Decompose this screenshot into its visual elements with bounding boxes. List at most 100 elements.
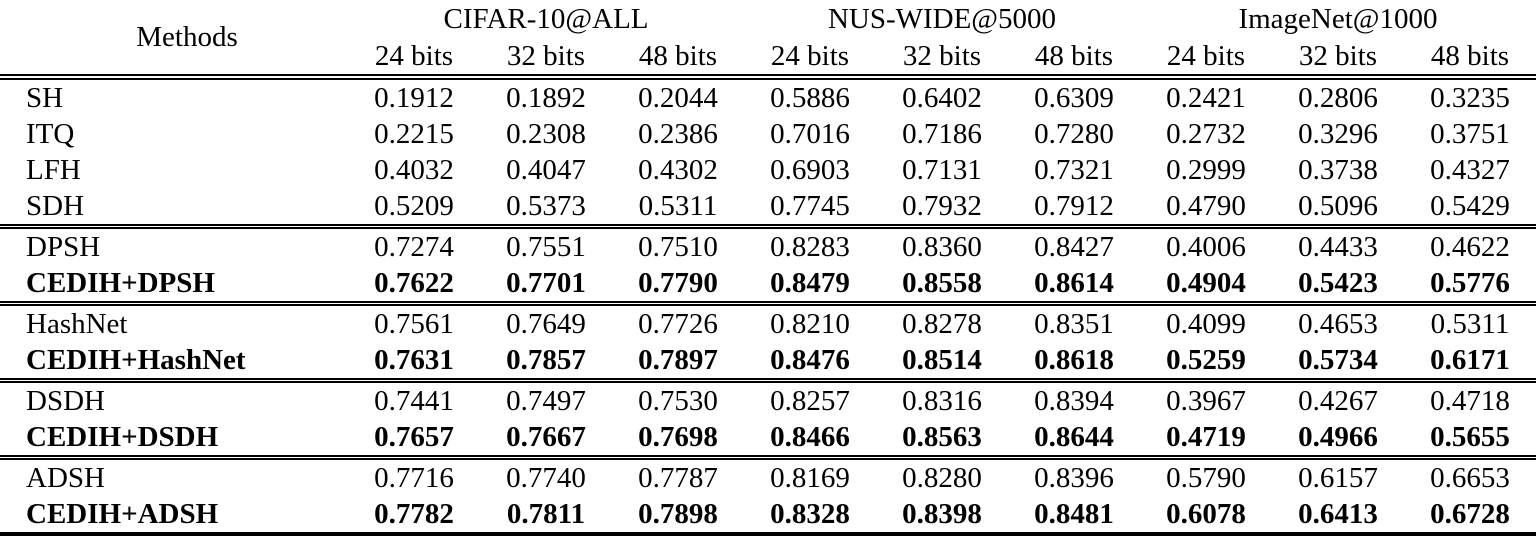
- value-cell: 0.7622: [348, 265, 480, 306]
- method-name: SH: [26, 82, 64, 114]
- method-name: LFH: [26, 154, 81, 186]
- value-cell: 0.7657: [348, 419, 480, 460]
- value-cell: 0.4966: [1272, 419, 1404, 460]
- value-cell: 0.4904: [1140, 265, 1272, 306]
- value-cell: 0.8396: [1034, 462, 1114, 494]
- value-cell: 0.7631: [348, 342, 480, 383]
- value-cell: 0.2044: [638, 82, 718, 114]
- dataset-header-cifar10: CIFAR-10@ALL: [443, 2, 649, 35]
- value-cell: 0.8398: [902, 498, 982, 530]
- value-cell: 0.5429: [1404, 188, 1536, 229]
- bits-header: 48 bits: [1404, 38, 1536, 80]
- bits-header: 32 bits: [480, 38, 612, 80]
- dataset-header-imagenet: ImageNet@1000: [1238, 2, 1438, 35]
- value-cell: 0.2421: [1166, 82, 1246, 114]
- value-cell: 0.5311: [1430, 308, 1510, 340]
- value-cell: 0.8481: [1034, 498, 1114, 530]
- value-cell: 0.1912: [374, 82, 454, 114]
- table-header: Methods CIFAR-10@ALL NUS-WIDE@5000 Image…: [0, 0, 1536, 80]
- value-cell: 0.8644: [1008, 419, 1140, 460]
- value-cell: 0.2806: [1298, 82, 1378, 114]
- value-cell: 0.7897: [612, 342, 744, 383]
- value-cell: 0.4006: [1166, 231, 1246, 263]
- value-cell: 0.8618: [1008, 342, 1140, 383]
- table-row: CEDIH+DPSH 0.7622 0.7701 0.7790 0.8479 0.8558…: [0, 265, 1536, 306]
- table-row: CEDIH+HashNet 0.7631 0.7857 0.7897 0.8476 0.8…: [0, 342, 1536, 383]
- value-cell: 0.6728: [1430, 498, 1510, 530]
- bits-header-row: 24 bits 32 bits 48 bits 24 bits 32 bits …: [0, 38, 1536, 80]
- method-name: DSDH: [26, 385, 105, 417]
- value-cell: 0.5259: [1140, 342, 1272, 383]
- value-cell: 0.7716: [374, 462, 454, 494]
- bits-header: 32 bits: [876, 38, 1008, 80]
- method-name: DPSH: [26, 231, 101, 263]
- value-cell: 0.4032: [374, 154, 454, 186]
- value-cell: 0.3296: [1298, 118, 1378, 150]
- bits-header: 48 bits: [1008, 38, 1140, 80]
- value-cell: 0.8614: [1008, 265, 1140, 306]
- dataset-header-nuswide: NUS-WIDE@5000: [827, 2, 1057, 35]
- value-cell: 0.4327: [1430, 154, 1510, 186]
- value-cell: 0.3738: [1298, 154, 1378, 186]
- value-cell: 0.2308: [506, 118, 586, 150]
- value-cell: 0.7932: [876, 188, 1008, 229]
- table-row: HashNet 0.7561 0.7649 0.7726 0.8210 0.8278 0.8…: [0, 304, 1536, 343]
- value-cell: 0.7898: [638, 498, 718, 530]
- value-cell: 0.8394: [1034, 385, 1114, 417]
- value-cell: 0.6653: [1430, 462, 1510, 494]
- value-cell: 0.5734: [1272, 342, 1404, 383]
- method-name: CEDIH+ADSH: [26, 498, 219, 530]
- value-cell: 0.8278: [902, 308, 982, 340]
- value-cell: 0.7441: [374, 385, 454, 417]
- value-cell: 0.5655: [1404, 419, 1536, 460]
- value-cell: 0.4653: [1298, 308, 1378, 340]
- value-cell: 0.5423: [1272, 265, 1404, 306]
- value-cell: 0.8257: [770, 385, 850, 417]
- value-cell: 0.8466: [744, 419, 876, 460]
- value-cell: 0.7740: [506, 462, 586, 494]
- methods-column-header: Methods: [0, 0, 348, 80]
- method-name: CEDIH+DPSH: [0, 265, 348, 306]
- value-cell: 0.7321: [1034, 154, 1114, 186]
- table-row: DPSH 0.7274 0.7551 0.7510 0.8283 0.8360 0.8427…: [0, 227, 1536, 266]
- value-cell: 0.7280: [1034, 118, 1114, 150]
- value-cell: 0.6903: [770, 154, 850, 186]
- value-cell: 0.7649: [506, 308, 586, 340]
- value-cell: 0.7698: [612, 419, 744, 460]
- value-cell: 0.8563: [876, 419, 1008, 460]
- table-row: CEDIH+ADSH 0.7782 0.7811 0.7898 0.8328 0.8398…: [0, 496, 1536, 534]
- method-name: CEDIH+DSDH: [0, 419, 348, 460]
- value-cell: 0.6171: [1404, 342, 1536, 383]
- value-cell: 0.6078: [1166, 498, 1246, 530]
- value-cell: 0.6157: [1298, 462, 1378, 494]
- value-cell: 0.7510: [638, 231, 718, 263]
- dataset-header-row: Methods CIFAR-10@ALL NUS-WIDE@5000 Image…: [0, 0, 1536, 80]
- value-cell: 0.8210: [770, 308, 850, 340]
- method-name: CEDIH+HashNet: [0, 342, 348, 383]
- value-cell: 0.7790: [612, 265, 744, 306]
- value-cell: 0.4099: [1166, 308, 1246, 340]
- method-name: HashNet: [26, 308, 128, 340]
- value-cell: 0.7782: [374, 498, 454, 530]
- value-cell: 0.5790: [1166, 462, 1246, 494]
- value-cell: 0.5311: [612, 188, 744, 229]
- table-row: ITQ 0.2215 0.2308 0.2386 0.7016 0.7186 0.7280 0…: [0, 116, 1536, 152]
- value-cell: 0.5776: [1404, 265, 1536, 306]
- value-cell: 0.7274: [374, 231, 454, 263]
- value-cell: 0.7561: [374, 308, 454, 340]
- value-cell: 0.8280: [902, 462, 982, 494]
- table-row: SDH 0.5209 0.5373 0.5311 0.7745 0.7932 0.7912 0…: [0, 188, 1536, 229]
- value-cell: 0.7912: [1008, 188, 1140, 229]
- value-cell: 0.8316: [902, 385, 982, 417]
- value-cell: 0.7016: [770, 118, 850, 150]
- value-cell: 0.2999: [1166, 154, 1246, 186]
- value-cell: 0.8283: [770, 231, 850, 263]
- bits-header: 32 bits: [1272, 38, 1404, 80]
- value-cell: 0.4433: [1298, 231, 1378, 263]
- value-cell: 0.7530: [638, 385, 718, 417]
- value-cell: 0.8328: [770, 498, 850, 530]
- method-name: ITQ: [26, 118, 75, 150]
- value-cell: 0.5096: [1272, 188, 1404, 229]
- value-cell: 0.4718: [1430, 385, 1510, 417]
